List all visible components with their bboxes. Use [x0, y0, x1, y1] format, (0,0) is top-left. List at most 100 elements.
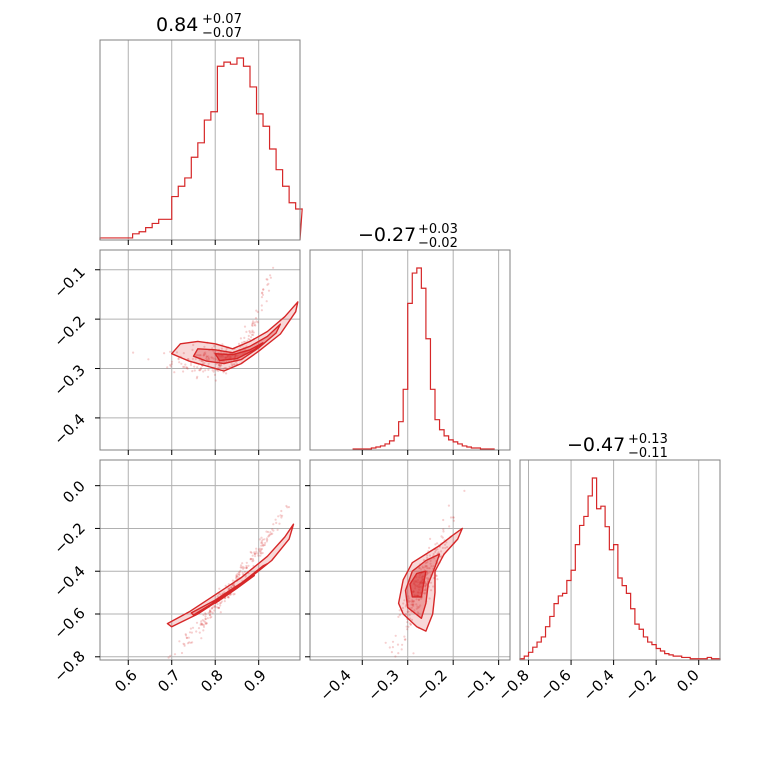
scatter-point [184, 363, 187, 366]
scatter-point [270, 533, 273, 536]
scatter-point [401, 606, 404, 610]
scatter-point [167, 656, 170, 659]
scatter-point [199, 622, 202, 625]
scatter-point [400, 648, 403, 651]
scatter-point [250, 551, 253, 554]
scatter-point [253, 321, 256, 324]
scatter-point [417, 598, 420, 602]
scatter-point [423, 592, 426, 595]
scatter-point [419, 604, 422, 607]
scatter-point [403, 635, 406, 638]
scatter-point [200, 637, 203, 640]
title-param-0: 0.84 [156, 14, 198, 36]
scatter-point [219, 604, 222, 607]
scatter-point [426, 556, 429, 559]
scatter-point [422, 591, 426, 595]
scatter-point [266, 283, 269, 286]
scatter-point [268, 534, 271, 537]
scatter-point [434, 550, 437, 554]
scatter-point [425, 565, 429, 568]
scatter-point [216, 606, 219, 609]
scatter-point [178, 361, 181, 364]
scatter-point [241, 565, 244, 569]
scatter-point [208, 613, 211, 617]
scatter-point [269, 276, 272, 279]
scatter-point [256, 552, 259, 555]
y-tick-label: −0.4 [50, 562, 88, 600]
scatter-point [191, 626, 195, 629]
scatter-point [184, 633, 187, 636]
scatter-point [247, 564, 250, 567]
scatter-point [428, 546, 431, 550]
x-tick-label: −0.6 [536, 666, 574, 704]
scatter-point [222, 371, 225, 374]
scatter-point [189, 363, 193, 367]
scatter-point [257, 554, 260, 557]
scatter-point [410, 606, 413, 609]
scatter-point [413, 609, 416, 612]
scatter-point [398, 613, 401, 617]
scatter-point [263, 538, 266, 541]
y-ticks-row-1: −0.1 −0.2 −0.3 −0.4 [50, 263, 88, 448]
scatter-point [252, 322, 255, 325]
scatter-point [238, 571, 241, 574]
scatter-point [412, 652, 415, 655]
scatter-point [256, 310, 259, 314]
scatter-point [424, 585, 427, 588]
scatter-point [227, 587, 230, 591]
scatter-point [286, 506, 289, 509]
scatter-point [261, 541, 264, 544]
scatter-point [267, 289, 271, 292]
scatter-point [209, 616, 212, 619]
scatter-point [397, 652, 400, 655]
scatter-point [278, 522, 281, 525]
scatter-point [212, 370, 215, 373]
scatter-point [403, 638, 406, 641]
scatter-point [235, 574, 238, 577]
scatter-point [177, 358, 180, 361]
scatter-point [243, 570, 246, 574]
scatter-point [211, 607, 214, 610]
scatter-point [203, 361, 206, 365]
scatter-point [220, 600, 223, 603]
scatter-point [406, 621, 409, 624]
scatter-point [421, 566, 425, 569]
scatter-point [405, 625, 408, 628]
scatter-point [208, 609, 212, 612]
contour-level-1 [166, 523, 295, 628]
scatter-point [182, 642, 185, 645]
x-tick-label: 0.0 [673, 666, 703, 696]
scatter-point [424, 582, 427, 585]
scatter-point [207, 362, 210, 365]
scatter-point [429, 537, 432, 541]
scatter-point [250, 333, 253, 336]
scatter-point [272, 529, 275, 532]
scatter-point [384, 641, 387, 644]
scatter-point [204, 351, 207, 354]
scatter-point [426, 572, 430, 575]
scatter-point [258, 550, 261, 553]
scatter-point [415, 598, 418, 601]
scatter-point [247, 337, 250, 341]
scatter-point [444, 546, 447, 550]
scatter-point [249, 557, 252, 560]
scatter-point [186, 642, 190, 645]
scatter-point [394, 634, 397, 637]
scatter-point [207, 611, 210, 614]
scatter-point [397, 615, 400, 619]
scatter-point [261, 544, 264, 547]
x-ticks-col-0: 0.6 0.7 0.8 0.9 [111, 666, 270, 696]
scatter-point [196, 354, 199, 357]
scatter-point [424, 584, 427, 588]
scatter-point [169, 654, 172, 658]
scatter-point [415, 603, 418, 606]
scatter-point [202, 625, 206, 629]
scatter-point [204, 369, 207, 372]
scatter-point [260, 544, 263, 547]
scatter-point [441, 536, 444, 539]
scatter-point [255, 547, 258, 550]
scatter-point [202, 629, 205, 632]
scatter-point [428, 554, 432, 557]
scatter-point [185, 636, 189, 640]
scatter-point [452, 516, 455, 519]
